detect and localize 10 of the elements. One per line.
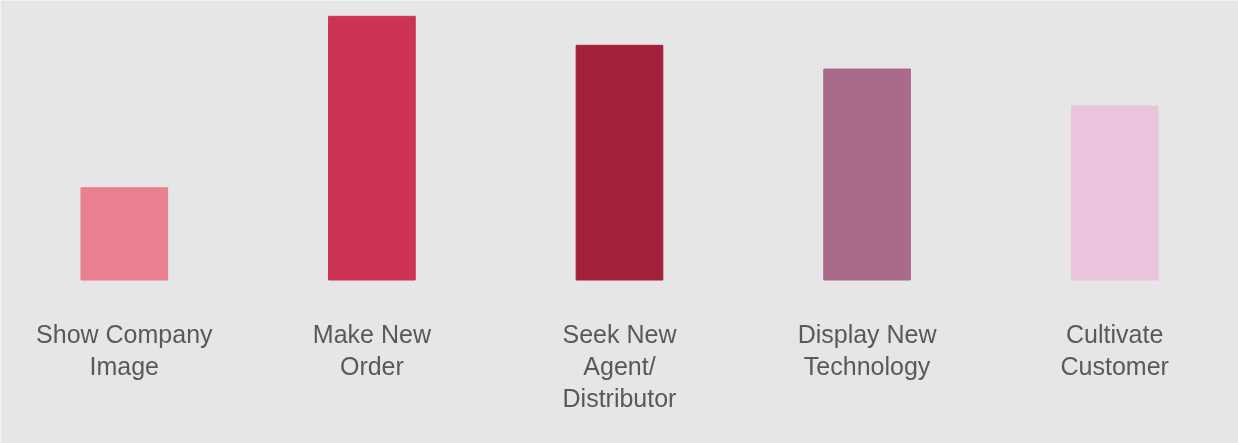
bar <box>328 15 416 281</box>
bar <box>80 187 169 281</box>
x-tick-label: Seek New Agent/ Distributor <box>562 319 678 412</box>
x-tick-label: Make New Order <box>312 319 432 380</box>
bar <box>575 44 664 281</box>
x-tick-label: Show Company Image <box>36 319 214 380</box>
bar <box>1070 105 1159 281</box>
bar <box>823 68 911 281</box>
x-tick-label: Display New Technology <box>797 319 938 380</box>
x-tick-label: Cultivate Customer <box>1060 319 1169 380</box>
